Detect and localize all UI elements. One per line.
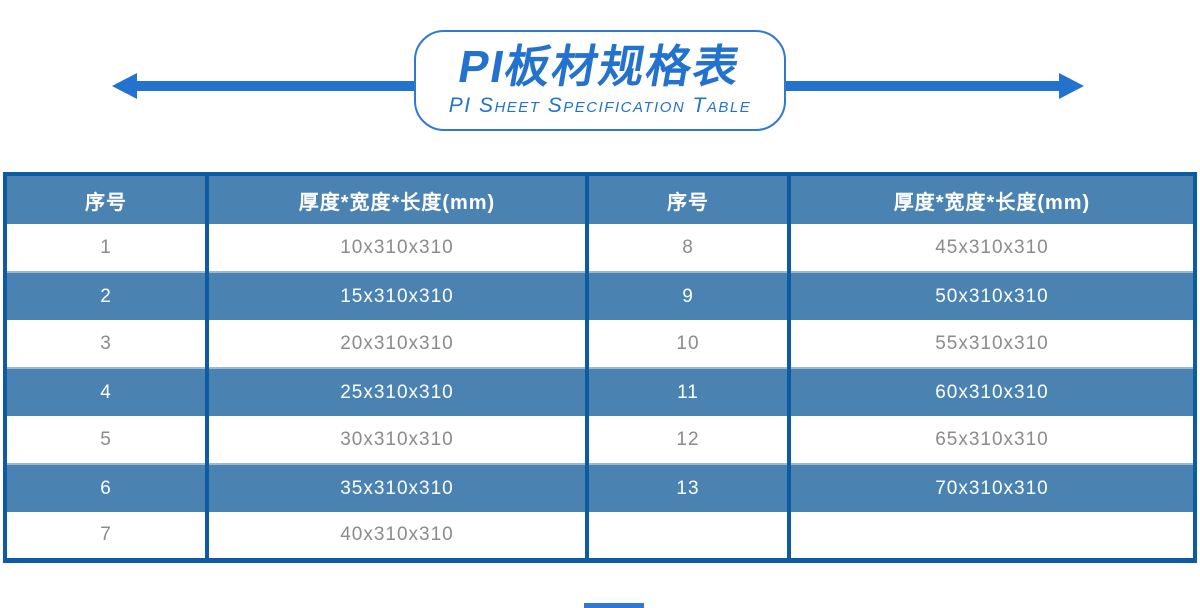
table-cell: 4 <box>3 367 207 416</box>
page-title: PI板材规格表 <box>454 40 746 92</box>
right-arrow-icon <box>1059 73 1084 99</box>
left-arrow-icon <box>112 73 137 99</box>
page-subtitle: PI Sheet Specification Table <box>448 94 752 118</box>
table-cell: 5 <box>3 416 207 464</box>
table-cell: 20x310x310 <box>205 320 587 368</box>
table-cell: 45x310x310 <box>787 224 1195 272</box>
table-cell: 35x310x310 <box>205 463 587 512</box>
title-box: PI板材规格表 PI Sheet Specification Table <box>414 30 786 131</box>
table-cell: 65x310x310 <box>787 416 1195 464</box>
table-cell: 70x310x310 <box>787 463 1195 512</box>
table-cell: 6 <box>3 463 207 512</box>
column-header-no-left: 序号 <box>3 174 207 224</box>
table-cell: 7 <box>3 512 207 560</box>
table-cell: 13 <box>585 463 789 512</box>
table-cell: 8 <box>585 224 789 272</box>
table-row: 3 20x310x310 10 55x310x310 <box>3 320 1195 368</box>
table-cell: 60x310x310 <box>787 367 1195 416</box>
table-cell: 3 <box>3 320 207 368</box>
table-row: 7 40x310x310 <box>3 512 1195 560</box>
table-cell: 50x310x310 <box>787 271 1195 320</box>
table-cell: 11 <box>585 367 789 416</box>
table-cell <box>787 512 1195 560</box>
table-cell: 25x310x310 <box>205 367 587 416</box>
table-cell: 10x310x310 <box>205 224 587 272</box>
table-row: 2 15x310x310 9 50x310x310 <box>3 271 1195 320</box>
table-cell: 40x310x310 <box>205 512 587 560</box>
table-cell <box>585 512 789 560</box>
table-cell: 30x310x310 <box>205 416 587 464</box>
table-cell: 1 <box>3 224 207 272</box>
column-header-spec-left: 厚度*宽度*长度(mm) <box>205 174 587 224</box>
table-cell: 15x310x310 <box>205 271 587 320</box>
column-header-spec-right: 厚度*宽度*长度(mm) <box>787 174 1195 224</box>
table-cell: 9 <box>585 271 789 320</box>
bottom-accent-bar <box>584 603 644 608</box>
table-cell: 12 <box>585 416 789 464</box>
table-header-row: 序号 厚度*宽度*长度(mm) 序号 厚度*宽度*长度(mm) <box>3 174 1195 224</box>
table-cell: 10 <box>585 320 789 368</box>
table-cell: 2 <box>3 271 207 320</box>
table-cell: 55x310x310 <box>787 320 1195 368</box>
spec-table: 序号 厚度*宽度*长度(mm) 序号 厚度*宽度*长度(mm) 1 10x310… <box>3 172 1197 563</box>
table-row: 5 30x310x310 12 65x310x310 <box>3 416 1195 464</box>
table-row: 4 25x310x310 11 60x310x310 <box>3 367 1195 416</box>
column-header-no-right: 序号 <box>585 174 789 224</box>
table-row: 1 10x310x310 8 45x310x310 <box>3 224 1195 272</box>
banner: PI板材规格表 PI Sheet Specification Table <box>0 0 1200 160</box>
table-row: 6 35x310x310 13 70x310x310 <box>3 463 1195 512</box>
